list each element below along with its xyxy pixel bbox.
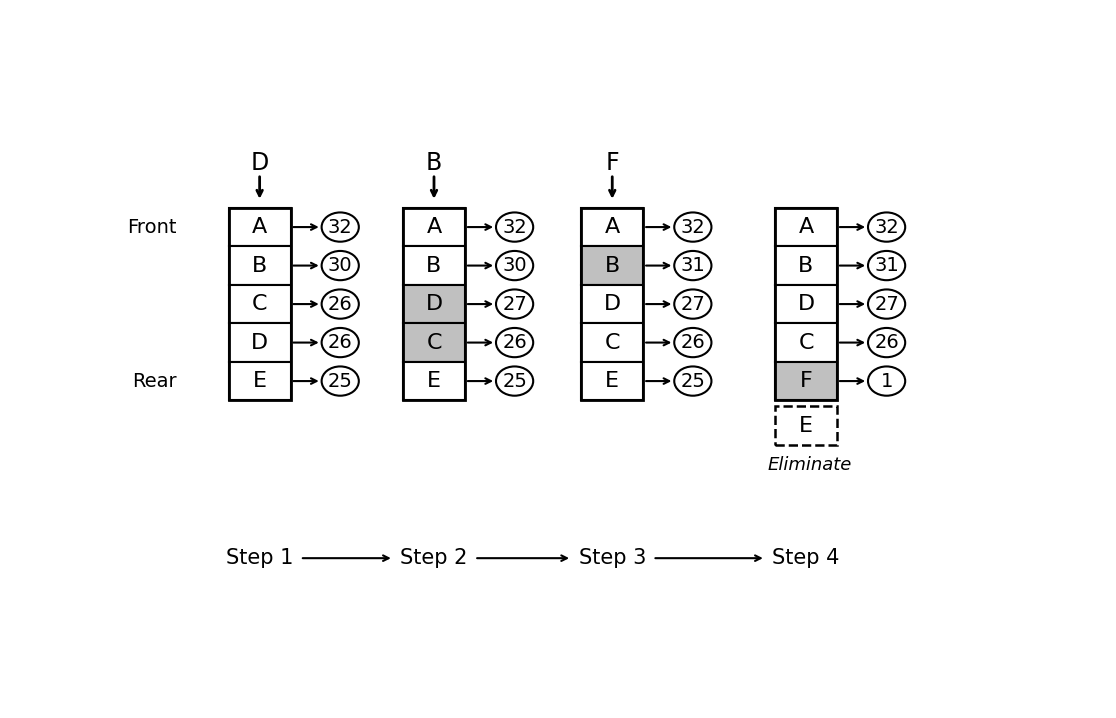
Ellipse shape	[674, 213, 712, 242]
Bar	[775, 362, 837, 401]
Text: 27: 27	[681, 294, 705, 314]
Text: 26: 26	[874, 333, 899, 352]
Bar	[775, 208, 837, 401]
Ellipse shape	[321, 213, 359, 242]
Text: D: D	[425, 294, 443, 314]
Ellipse shape	[674, 366, 712, 396]
Text: 27: 27	[874, 294, 899, 314]
Text: D: D	[604, 294, 620, 314]
Text: 25: 25	[328, 372, 353, 391]
Text: C: C	[252, 294, 268, 314]
Text: 1: 1	[881, 372, 893, 391]
Bar	[775, 285, 837, 323]
Text: 27: 27	[502, 294, 527, 314]
Bar	[403, 208, 465, 401]
Text: F: F	[800, 371, 812, 391]
Text: 26: 26	[328, 294, 353, 314]
Ellipse shape	[321, 366, 359, 396]
Text: 32: 32	[681, 218, 705, 236]
Ellipse shape	[674, 251, 712, 280]
Bar	[229, 323, 290, 362]
Text: D: D	[251, 332, 268, 353]
Ellipse shape	[674, 328, 712, 357]
Bar	[229, 285, 290, 323]
Bar	[581, 323, 643, 362]
Bar	[775, 323, 837, 362]
Bar	[229, 246, 290, 285]
Bar	[581, 246, 643, 285]
Bar	[775, 208, 837, 246]
Ellipse shape	[674, 289, 712, 319]
Ellipse shape	[496, 328, 533, 357]
Bar	[581, 208, 643, 401]
Bar	[403, 246, 465, 285]
Text: 32: 32	[328, 218, 353, 236]
Text: B: B	[798, 256, 814, 276]
Text: Step 4: Step 4	[772, 548, 839, 568]
Text: D: D	[798, 294, 815, 314]
Text: 25: 25	[681, 372, 705, 391]
Text: 31: 31	[681, 256, 705, 275]
Text: E: E	[605, 371, 619, 391]
Bar	[403, 323, 465, 362]
Text: B: B	[252, 256, 267, 276]
Bar	[775, 406, 837, 445]
Bar	[403, 208, 465, 246]
Bar	[581, 285, 643, 323]
Text: 26: 26	[502, 333, 527, 352]
Text: 26: 26	[328, 333, 353, 352]
Bar	[581, 362, 643, 401]
Text: C: C	[605, 332, 620, 353]
Ellipse shape	[868, 366, 905, 396]
Text: 32: 32	[874, 218, 899, 236]
Bar	[775, 246, 837, 285]
Text: B: B	[426, 256, 442, 276]
Bar	[229, 362, 290, 401]
Text: F: F	[606, 151, 619, 175]
Text: C: C	[798, 332, 814, 353]
Text: Rear: Rear	[132, 372, 176, 391]
Text: A: A	[426, 217, 442, 237]
Text: 32: 32	[502, 218, 527, 236]
Ellipse shape	[321, 289, 359, 319]
Text: 25: 25	[502, 372, 527, 391]
Bar	[403, 362, 465, 401]
Ellipse shape	[321, 251, 359, 280]
Text: Step 2: Step 2	[401, 548, 468, 568]
Text: D: D	[250, 151, 269, 175]
Text: C: C	[426, 332, 442, 353]
Bar	[229, 208, 290, 401]
Text: A: A	[798, 217, 814, 237]
Text: 30: 30	[502, 256, 527, 275]
Ellipse shape	[868, 251, 905, 280]
Ellipse shape	[868, 289, 905, 319]
Text: Step 1: Step 1	[225, 548, 294, 568]
Text: 26: 26	[681, 333, 705, 352]
Text: Front: Front	[127, 218, 176, 236]
Ellipse shape	[868, 213, 905, 242]
Text: B: B	[605, 256, 619, 276]
Ellipse shape	[321, 328, 359, 357]
Text: E: E	[427, 371, 441, 391]
Text: A: A	[605, 217, 619, 237]
Text: B: B	[426, 151, 442, 175]
Text: Step 3: Step 3	[578, 548, 646, 568]
Text: 31: 31	[874, 256, 899, 275]
Ellipse shape	[868, 328, 905, 357]
Text: Eliminate: Eliminate	[768, 456, 852, 474]
Bar	[581, 208, 643, 246]
Text: E: E	[252, 371, 267, 391]
Text: E: E	[799, 416, 812, 436]
Bar	[229, 208, 290, 246]
Text: A: A	[252, 217, 267, 237]
Ellipse shape	[496, 366, 533, 396]
Text: 30: 30	[328, 256, 353, 275]
Ellipse shape	[496, 213, 533, 242]
Ellipse shape	[496, 251, 533, 280]
Ellipse shape	[496, 289, 533, 319]
Bar	[403, 285, 465, 323]
